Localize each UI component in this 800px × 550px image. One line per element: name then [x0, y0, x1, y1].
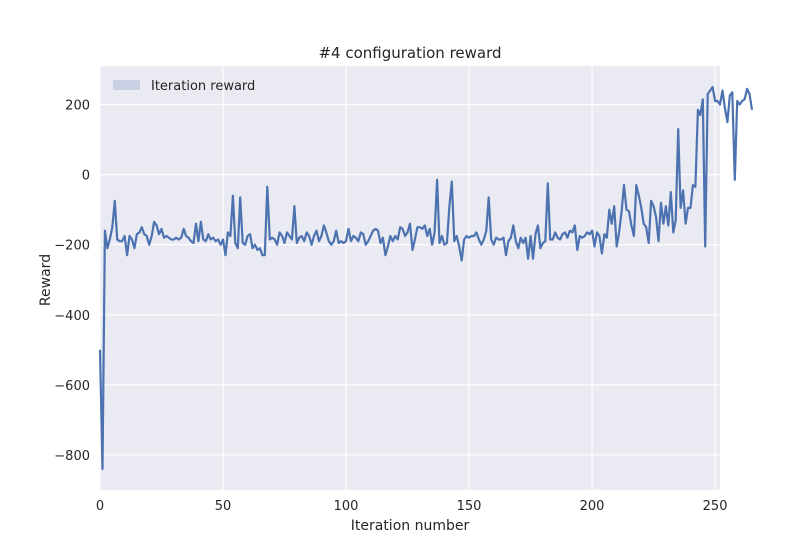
y-tick-label: 200 [65, 99, 90, 114]
x-tick-label: 100 [334, 499, 359, 514]
x-tick-label: 0 [96, 499, 104, 514]
y-tick-label: −600 [54, 379, 90, 394]
y-axis-ticks: −800 −600 −400 −200 0 200 [54, 99, 90, 464]
legend: Iteration reward [113, 79, 255, 94]
y-axis-label: Reward [38, 254, 54, 306]
y-tick-label: −800 [54, 449, 90, 464]
x-axis-ticks: 0 50 100 150 200 250 [96, 499, 728, 514]
legend-patch [113, 80, 140, 90]
x-tick-label: 50 [215, 499, 232, 514]
chart-title: #4 configuration reward [318, 44, 501, 62]
x-tick-label: 250 [703, 499, 728, 514]
data-points [99, 87, 752, 469]
legend-label-iteration-reward: Iteration reward [151, 79, 255, 94]
x-tick-label: 200 [580, 499, 605, 514]
y-tick-label: −200 [54, 239, 90, 254]
x-tick-label: 150 [457, 499, 482, 514]
series-line-iteration-reward [98, 85, 754, 471]
x-axis-label: Iteration number [351, 518, 470, 534]
y-tick-label: −400 [54, 309, 90, 324]
plot-background [100, 66, 720, 490]
y-tick-label: 0 [82, 169, 90, 184]
